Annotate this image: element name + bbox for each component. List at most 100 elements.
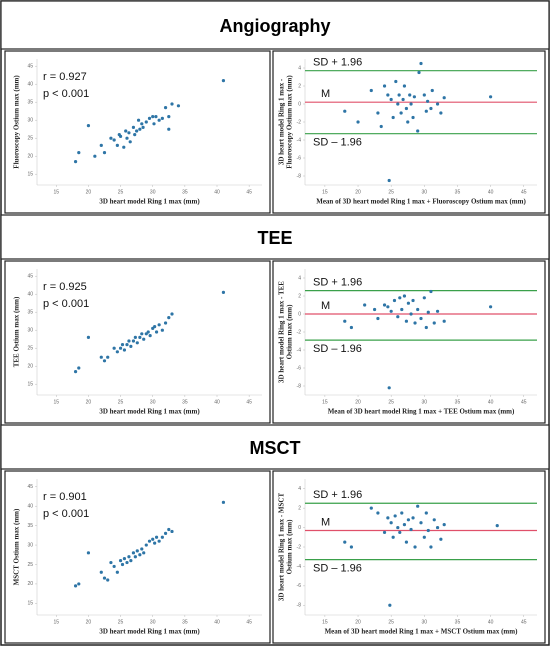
x-tick-label: 40 bbox=[214, 189, 220, 195]
x-tick-label: 15 bbox=[54, 619, 60, 625]
x-axis-label: Mean of 3D heart model Ring 1 max + MSCT… bbox=[325, 628, 519, 636]
data-point bbox=[86, 551, 91, 555]
y-tick-label: 45 bbox=[27, 484, 33, 490]
x-axis-label: Mean of 3D heart model Ring 1 max + TEE … bbox=[328, 408, 515, 416]
x-tick-label: 40 bbox=[488, 189, 494, 195]
data-point bbox=[386, 305, 390, 309]
data-point bbox=[408, 93, 412, 97]
data-point bbox=[424, 511, 428, 515]
data-point bbox=[411, 115, 415, 120]
data-point bbox=[73, 370, 78, 374]
y-tick-label: 30 bbox=[27, 118, 33, 124]
data-point bbox=[128, 140, 132, 144]
data-point bbox=[393, 514, 397, 518]
data-point bbox=[388, 603, 392, 607]
x-tick-label: 30 bbox=[422, 619, 428, 625]
data-point bbox=[422, 296, 426, 300]
y-tick-label: 45 bbox=[27, 274, 33, 280]
data-point bbox=[439, 111, 443, 115]
data-point bbox=[133, 335, 137, 339]
x-tick-label: 45 bbox=[521, 399, 527, 405]
x-tick-label: 20 bbox=[355, 619, 361, 625]
y-tick-label: 20 bbox=[27, 581, 33, 587]
data-point bbox=[402, 523, 407, 527]
data-point bbox=[404, 319, 409, 323]
data-point bbox=[429, 289, 433, 294]
x-tick-label: 25 bbox=[388, 619, 394, 625]
data-point bbox=[142, 337, 146, 341]
data-point bbox=[138, 553, 142, 557]
data-point bbox=[125, 560, 129, 565]
data-point bbox=[135, 129, 139, 133]
data-point bbox=[144, 120, 148, 124]
x-tick-label: 40 bbox=[488, 619, 494, 625]
data-point bbox=[144, 543, 148, 547]
x-tick-label: 35 bbox=[182, 399, 188, 405]
data-point bbox=[102, 359, 107, 363]
data-point bbox=[416, 129, 420, 133]
data-point bbox=[106, 355, 110, 359]
reference-label: SD + 1.96 bbox=[313, 277, 362, 289]
data-point bbox=[86, 124, 91, 128]
data-point bbox=[396, 315, 400, 319]
y-axis-label: MSCT Ostium max (mm) bbox=[13, 508, 21, 585]
reference-label: M bbox=[321, 88, 330, 100]
x-tick-label: 25 bbox=[118, 619, 124, 625]
data-point bbox=[442, 96, 446, 100]
data-point bbox=[160, 116, 164, 120]
data-point bbox=[411, 298, 415, 303]
data-point bbox=[386, 516, 390, 520]
y-axis-label: TEE Ostium max (mm) bbox=[13, 296, 21, 367]
y-axis-label: 3D heart model Ring 1 max - MSCT bbox=[278, 493, 286, 602]
data-point bbox=[112, 564, 116, 569]
data-point bbox=[170, 102, 174, 106]
data-point bbox=[133, 133, 137, 137]
data-point bbox=[398, 296, 402, 300]
data-point bbox=[386, 93, 390, 97]
y-tick-label: 15 bbox=[27, 601, 33, 607]
data-point bbox=[382, 303, 387, 307]
data-point bbox=[135, 549, 139, 553]
data-point bbox=[406, 518, 411, 522]
data-point bbox=[112, 346, 116, 350]
x-tick-label: 35 bbox=[455, 619, 461, 625]
annotation: p < 0.001 bbox=[43, 88, 89, 100]
x-tick-label: 45 bbox=[246, 189, 252, 195]
data-point bbox=[151, 115, 155, 119]
data-point bbox=[99, 355, 103, 359]
data-point bbox=[394, 79, 398, 84]
data-point bbox=[167, 316, 171, 320]
data-point bbox=[147, 116, 152, 120]
data-point bbox=[406, 120, 410, 124]
data-point bbox=[396, 525, 400, 530]
x-tick-label: 20 bbox=[355, 399, 361, 405]
data-point bbox=[138, 335, 142, 339]
data-point bbox=[109, 560, 113, 565]
data-point bbox=[392, 298, 397, 303]
data-point bbox=[435, 102, 440, 106]
y-tick-label: -4 bbox=[297, 347, 302, 353]
y-axis-label: Fluoroscopy Ostium max (mm) bbox=[286, 75, 294, 169]
x-tick-label: 15 bbox=[322, 619, 328, 625]
data-point bbox=[376, 316, 380, 321]
x-tick-label: 45 bbox=[246, 619, 252, 625]
data-point bbox=[99, 143, 103, 147]
data-point bbox=[435, 309, 440, 313]
data-point bbox=[422, 535, 426, 539]
data-point bbox=[160, 328, 164, 332]
y-tick-label: 35 bbox=[27, 310, 33, 316]
data-point bbox=[389, 521, 393, 525]
data-point bbox=[146, 330, 150, 334]
data-point bbox=[221, 290, 226, 294]
data-point bbox=[349, 325, 353, 330]
x-tick-label: 25 bbox=[388, 189, 394, 195]
data-point bbox=[154, 535, 159, 539]
data-point bbox=[120, 562, 125, 567]
data-point bbox=[93, 154, 97, 158]
data-point bbox=[127, 339, 131, 343]
data-point bbox=[382, 84, 387, 88]
panel bbox=[272, 260, 546, 424]
data-point bbox=[125, 136, 129, 140]
x-tick-label: 30 bbox=[422, 399, 428, 405]
data-point bbox=[416, 307, 420, 312]
